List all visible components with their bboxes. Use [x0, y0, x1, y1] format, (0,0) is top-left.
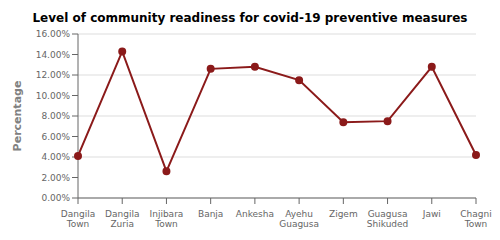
svg-text:ChagniTown: ChagniTown — [460, 209, 491, 229]
svg-text:DangilaTown: DangilaTown — [61, 209, 95, 229]
svg-text:GuagusaShikuded: GuagusaShikuded — [367, 209, 409, 229]
svg-text:6.00%: 6.00% — [41, 132, 70, 142]
svg-text:Zigem: Zigem — [329, 209, 358, 219]
svg-text:14.00%: 14.00% — [36, 50, 71, 60]
svg-text:4.00%: 4.00% — [41, 152, 70, 162]
svg-text:8.00%: 8.00% — [41, 111, 70, 121]
svg-text:InjibaraTown: InjibaraTown — [150, 209, 184, 229]
svg-text:Percentage: Percentage — [11, 81, 24, 152]
svg-text:Ankesha: Ankesha — [236, 209, 274, 219]
svg-text:12.00%: 12.00% — [36, 70, 71, 80]
svg-text:DangilaZuria: DangilaZuria — [105, 209, 139, 229]
svg-text:16.00%: 16.00% — [36, 29, 71, 39]
svg-text:Banja: Banja — [198, 209, 223, 219]
svg-text:0.00%: 0.00% — [41, 193, 70, 203]
svg-text:2.00%: 2.00% — [41, 173, 70, 183]
svg-text:10.00%: 10.00% — [36, 91, 71, 101]
html-text:Level of community readiness f: Level of community readiness for covid-1… — [32, 11, 468, 25]
svg-text:AyehuGuagusa: AyehuGuagusa — [279, 209, 319, 229]
svg-text:Jawi: Jawi — [422, 209, 441, 219]
